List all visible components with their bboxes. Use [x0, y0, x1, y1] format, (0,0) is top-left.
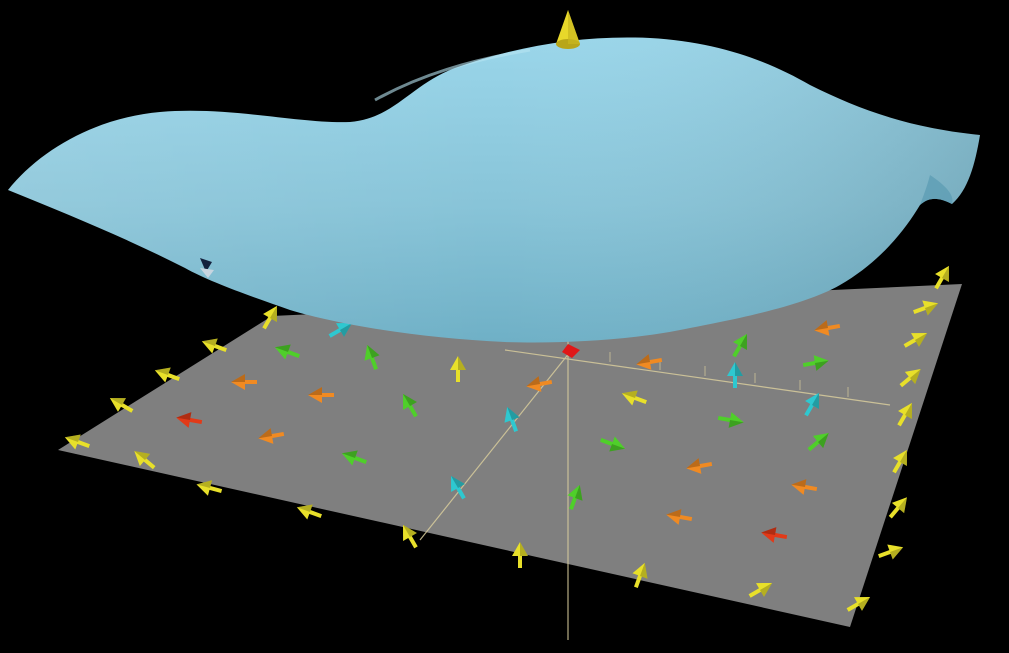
surface-fold	[920, 175, 953, 205]
vector-arrow-icon	[897, 402, 912, 427]
vector-arrow-icon	[632, 562, 648, 588]
vector-arrow-icon	[892, 449, 907, 474]
vector-arrow-icon	[328, 323, 353, 338]
surface-shading	[8, 37, 980, 343]
vector-arrow-icon	[802, 355, 829, 371]
vector-arrow-icon	[450, 356, 466, 382]
probe-marker-icon	[200, 258, 214, 278]
vector-arrow-icon	[109, 398, 134, 413]
vector-arrow-icon	[154, 367, 180, 383]
vector-arrow-icon	[814, 320, 841, 336]
vector-arrow-icon	[403, 393, 418, 418]
vector-arrow-icon	[341, 450, 367, 466]
vector-arrow-icon	[201, 338, 227, 354]
vector-arrow-icon	[451, 475, 466, 500]
vector-arrow-icon	[934, 265, 949, 290]
vector-arrow-icon	[231, 374, 257, 390]
vector-arrow-icon	[888, 497, 907, 519]
vector-arrow-icon	[526, 376, 553, 392]
vector-arrow-icon	[686, 458, 713, 474]
vector-arrow-icon	[512, 542, 528, 568]
vector-arrow-icon	[717, 412, 744, 428]
vector-arrow-icon	[791, 479, 818, 495]
vector-arrow-icon	[903, 333, 928, 348]
vector-arrow-icon	[666, 509, 693, 525]
vector-arrow-icon	[274, 344, 300, 360]
vector-arrow-icon	[846, 597, 871, 612]
vector-arrow-icon	[64, 434, 90, 450]
vector-arrow-icon	[134, 451, 156, 470]
vector-arrow-icon	[913, 300, 939, 316]
vector-arrow-icon	[732, 333, 747, 358]
vector-arrow-icon	[296, 504, 322, 520]
vector-arrow-icon	[364, 344, 380, 370]
x-axis-line	[504, 349, 891, 406]
vector-arrow-icon	[748, 583, 773, 598]
vector-arrow-icon	[899, 369, 921, 388]
vector-arrow-icon	[807, 433, 829, 452]
vector-arrow-icon	[761, 527, 788, 543]
surface-ridge	[374, 48, 531, 102]
vector-arrow-icon	[262, 305, 277, 330]
vector-field-arrows	[64, 265, 949, 612]
vector-arrow-icon	[196, 480, 223, 496]
vector-arrow-icon	[804, 392, 819, 417]
vector-arrow-icon	[258, 428, 285, 444]
vector-arrow-icon	[636, 354, 663, 370]
origin-marker	[562, 344, 580, 358]
vector-arrow-icon	[403, 524, 418, 549]
vector-arrow-icon	[308, 387, 334, 403]
z-axis-tip-icon	[556, 10, 580, 49]
vector-arrow-icon	[567, 484, 583, 510]
vector-arrow-icon	[504, 406, 520, 432]
vector-arrow-icon	[878, 544, 904, 560]
vector-arrow-icon	[600, 436, 626, 452]
vector-arrow-icon	[727, 362, 743, 388]
vector-arrow-icon	[176, 412, 203, 428]
vector-arrow-icon	[621, 390, 647, 406]
